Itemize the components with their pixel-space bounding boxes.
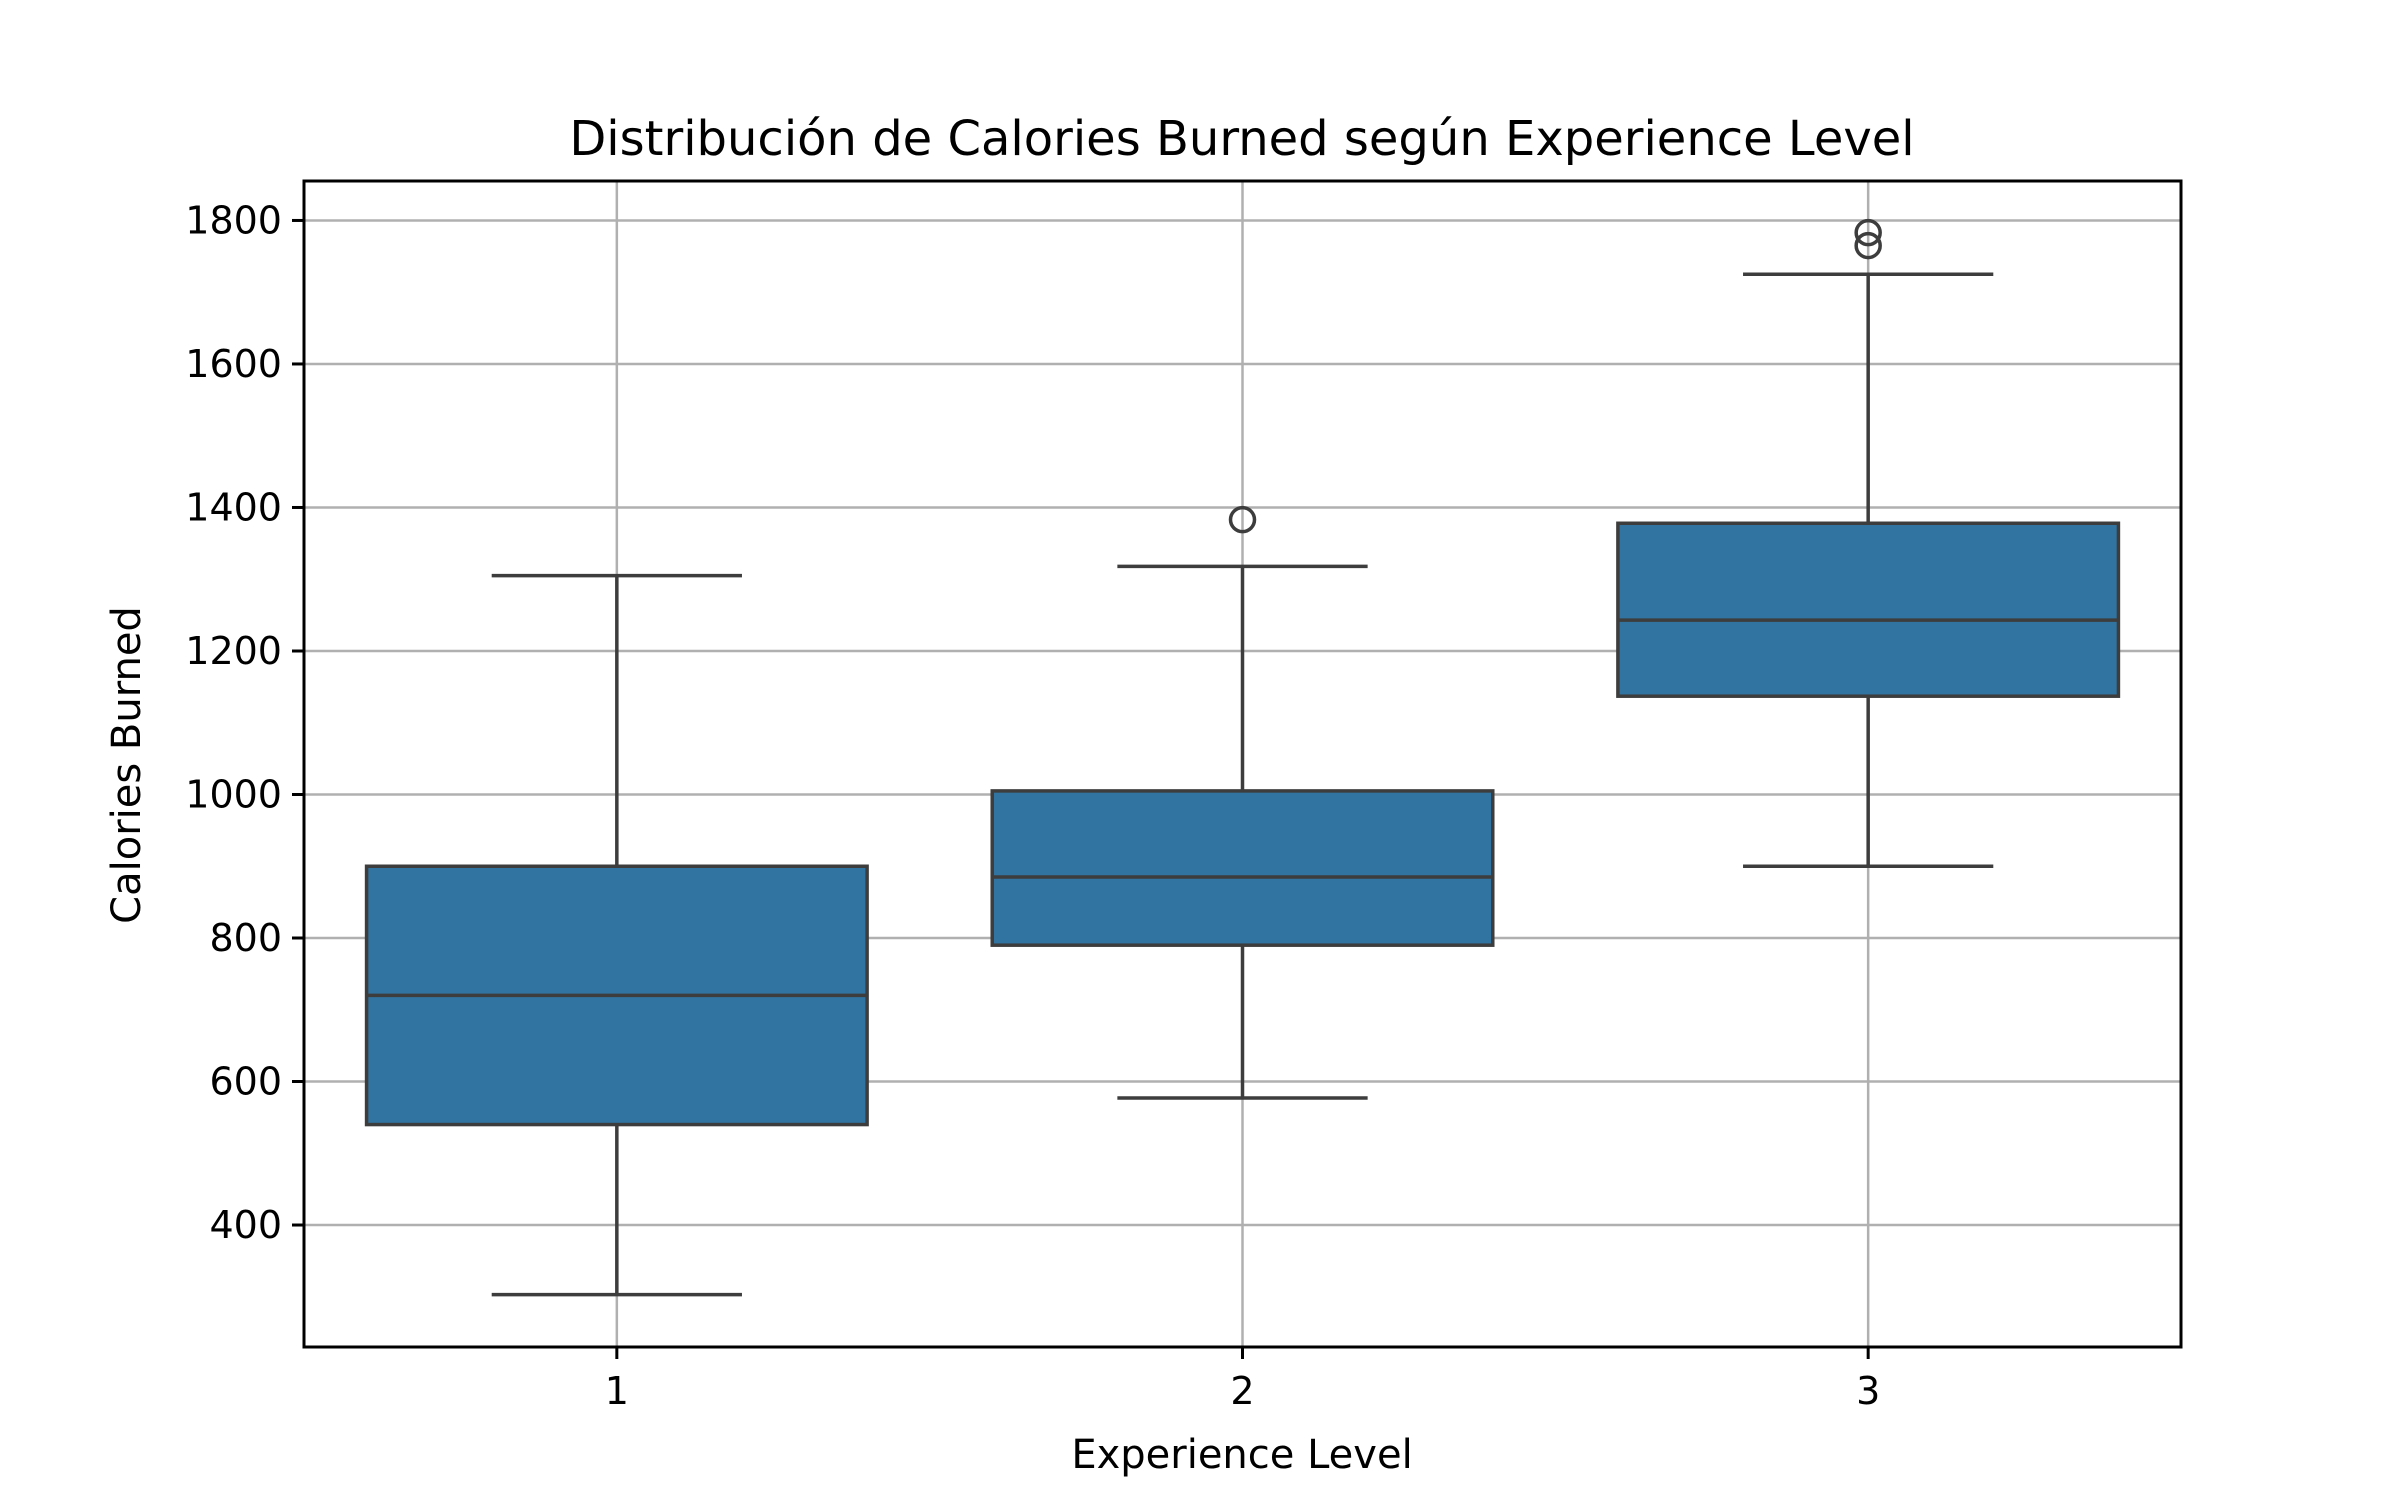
y-tick-label: 800 [209, 916, 282, 960]
y-tick-label: 1800 [185, 198, 282, 242]
box-layer [364, 218, 2121, 1297]
x-tick-label: 3 [1856, 1369, 1880, 1413]
y-tick-label: 400 [209, 1203, 282, 1247]
x-axis-label: Experience Level [1071, 1432, 1412, 1478]
y-tick-label: 1000 [185, 772, 282, 816]
chart-title: Distribución de Calories Burned según Ex… [569, 111, 1914, 167]
iqr-box [990, 789, 1495, 947]
outlier-point [1228, 505, 1257, 534]
outlier-point [1854, 218, 1882, 247]
y-tick-label: 1400 [185, 485, 282, 529]
box-group-2 [990, 505, 1495, 1100]
outlier-point [1854, 231, 1882, 260]
x-tick-label: 1 [605, 1369, 629, 1413]
y-axis-label: Calories Burned [104, 606, 150, 924]
box-group-1 [364, 573, 869, 1297]
y-tick-label: 600 [209, 1060, 282, 1104]
iqr-box [1616, 521, 2121, 698]
tick-layer: 400 600 800 1000 1200 1400 1600 1800 1 2 3 [185, 198, 1880, 1413]
y-tick-label: 1600 [185, 342, 282, 386]
x-tick-label: 2 [1230, 1369, 1254, 1413]
y-tick-label: 1200 [185, 629, 282, 673]
box-group-3 [1616, 218, 2121, 868]
